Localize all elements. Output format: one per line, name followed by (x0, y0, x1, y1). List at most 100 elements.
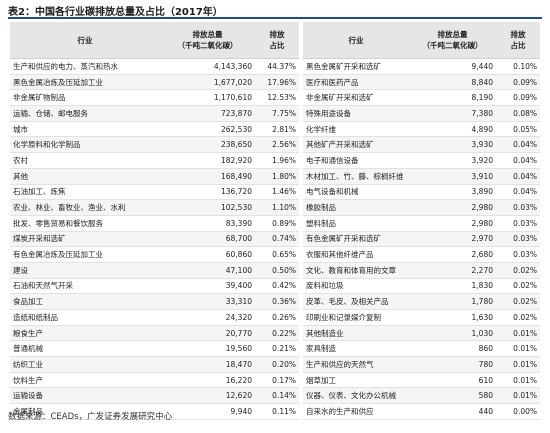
number-cell: 860 (409, 340, 496, 358)
number-cell: 0.09% (496, 74, 540, 91)
industry-cell: 造纸和纸制品 (10, 309, 160, 326)
number-cell: 780 (409, 356, 496, 373)
industry-cell: 生产和供应的天然气 (299, 356, 409, 373)
number-cell: 0.14% (255, 387, 301, 405)
number-cell: 1,030 (409, 325, 496, 342)
number-cell: 0.10% (496, 58, 540, 75)
number-cell: 7.75% (255, 105, 301, 122)
number-cell: 102,530 (160, 199, 255, 216)
number-cell: 4,890 (409, 121, 496, 138)
number-cell: 17.96% (255, 74, 301, 91)
number-cell: 8,190 (409, 89, 496, 107)
industry-cell: 医疗和医药产品 (299, 74, 409, 91)
header-cell: 行业 (299, 22, 409, 59)
table-row: 运输、仓储、邮电服务 723,870 7.75% 特殊用途设备 7,380 0.08% (10, 105, 540, 122)
industry-cell: 化学纤维 (299, 121, 409, 138)
industry-cell: 运输、仓储、邮电服务 (10, 105, 160, 122)
table-row: 煤炭开采和选矿 68,700 0.74% 有色金属矿开采和选矿 2,970 0.03% (10, 231, 540, 248)
table-row: 建设 47,100 0.50% 文化、教育和体育用的文章 2,270 0.02% (10, 262, 540, 279)
number-cell: 0.01% (496, 325, 540, 342)
number-cell: 0.04% (496, 168, 540, 185)
number-cell: 0.02% (496, 262, 540, 279)
number-cell: 0.50% (255, 262, 301, 279)
number-cell: 2,980 (409, 199, 496, 216)
number-cell: 39,400 (160, 278, 255, 295)
number-cell: 1.10% (255, 199, 301, 216)
industry-cell: 纺织工业 (10, 356, 160, 373)
number-cell: 68,700 (160, 231, 255, 248)
number-cell: 440 (409, 403, 496, 420)
industry-cell: 衣服和其他纤维产品 (299, 246, 409, 263)
industry-cell: 仪器、仪表、文化办公机械 (299, 387, 409, 405)
table-row: 有色金属冶炼及压延加工业 60,860 0.65% 衣服和其他纤维产品 2,680 0.0… (10, 246, 540, 263)
industry-cell: 金属制品 (10, 403, 160, 420)
number-cell: 0.65% (255, 246, 301, 263)
table-row: 饮料生产 16,220 0.17% 烟草加工 610 0.01% (10, 372, 540, 389)
industry-cell: 电气设备和机械 (299, 184, 409, 201)
table-row: 其他 168,490 1.80% 木材加工、竹、藤、棕榈纤维 3,910 0.04% (10, 168, 540, 185)
number-cell: 0.89% (255, 215, 301, 232)
number-cell: 0.03% (496, 246, 540, 263)
industry-cell: 其他矿产开采和选矿 (299, 136, 409, 154)
number-cell: 1,830 (409, 278, 496, 295)
number-cell: 24,320 (160, 309, 255, 326)
number-cell: 1,170,610 (160, 89, 255, 107)
number-cell: 0.02% (496, 278, 540, 295)
number-cell: 8,840 (409, 74, 496, 91)
number-cell: 2.81% (255, 121, 301, 138)
number-cell: 0.04% (496, 152, 540, 169)
table-row: 造纸和纸制品 24,320 0.26% 印刷业和记录媒介复制 1,630 0.02% (10, 309, 540, 326)
number-cell: 1.96% (255, 152, 301, 169)
table-row: 运输设备 12,620 0.14% 仪器、仪表、文化办公机械 580 0.01% (10, 387, 540, 405)
title: 表2：中国各行业碳排放总量及占比（2017年） (8, 7, 223, 18)
table-row: 纺织工业 18,470 0.20% 生产和供应的天然气 780 0.01% (10, 356, 540, 373)
table-row: 城市 262,530 2.81% 化学纤维 4,890 0.05% (10, 121, 540, 138)
number-cell: 0.01% (496, 372, 540, 389)
number-cell: 2,270 (409, 262, 496, 279)
header-text: 排放总量 (192, 30, 223, 39)
number-cell: 0.03% (496, 199, 540, 216)
source-note: 数据来源：CEADs，广发证券发展研究中心 (8, 412, 173, 422)
number-cell: 3,920 (409, 152, 496, 169)
number-cell: 12,620 (160, 387, 255, 405)
number-cell: 2.56% (255, 136, 301, 154)
header-text: 占比 (510, 41, 526, 50)
header-text: 行业 (77, 35, 93, 45)
number-cell: 0.09% (496, 89, 540, 107)
number-cell: 1.80% (255, 168, 301, 185)
industry-cell: 其他制造业 (299, 325, 409, 342)
table-row: 食品加工 33,310 0.36% 皮革、毛皮、及相关产品 1,780 0.02% (10, 293, 540, 310)
table-header: 行业 排放总量 （千吨二氧化碳） 排放 占比 行业 排放总量 （千吨二氧化碳） 排放 占比 (10, 22, 540, 59)
number-cell: 0.08% (496, 105, 540, 122)
header-text: （千吨二氧化碳） (422, 41, 483, 50)
number-cell: 168,490 (160, 168, 255, 185)
number-cell: 33,310 (160, 293, 255, 310)
number-cell: 0.21% (255, 340, 301, 358)
industry-cell: 塑料制品 (299, 215, 409, 232)
table-row: 农村 182,920 1.96% 电子和通信设备 3,920 0.04% (10, 152, 540, 169)
industry-cell: 电子和通信设备 (299, 152, 409, 169)
industry-cell: 食品加工 (10, 293, 160, 310)
number-cell: 0.04% (496, 184, 540, 201)
number-cell: 0.02% (496, 309, 540, 326)
industry-cell: 皮革、毛皮、及相关产品 (299, 293, 409, 310)
header-text: 排放 (269, 30, 285, 39)
industry-cell: 石油加工、炼焦 (10, 184, 160, 201)
number-cell: 0.20% (255, 356, 301, 373)
table-row: 黑色金属冶炼及压延加工业 1,677,020 17.96% 医疗和医药产品 8,840 0… (10, 74, 540, 91)
industry-cell: 非金属矿开采和选矿 (299, 89, 409, 107)
industry-cell: 有色金属冶炼及压延加工业 (10, 246, 160, 263)
number-cell: 0.03% (496, 231, 540, 248)
number-cell: 1,780 (409, 293, 496, 310)
header-cell: 排放总量 （千吨二氧化碳） (160, 22, 255, 59)
number-cell: 60,860 (160, 246, 255, 263)
table-row: 农业、林业、畜牧业、渔业、水利 102,530 1.10% 橡胶制品 2,980 0.03… (10, 199, 540, 216)
number-cell: 20,770 (160, 325, 255, 342)
table-row: 石油加工、炼焦 136,720 1.46% 电气设备和机械 3,890 0.04% (10, 184, 540, 201)
industry-cell: 普通机械 (10, 340, 160, 358)
industry-cell: 批发、零售贸易和餐饮服务 (10, 215, 160, 232)
industry-cell: 饮料生产 (10, 372, 160, 389)
industry-cell: 煤炭开采和选矿 (10, 231, 160, 248)
number-cell: 9,440 (409, 58, 496, 75)
number-cell: 723,870 (160, 105, 255, 122)
